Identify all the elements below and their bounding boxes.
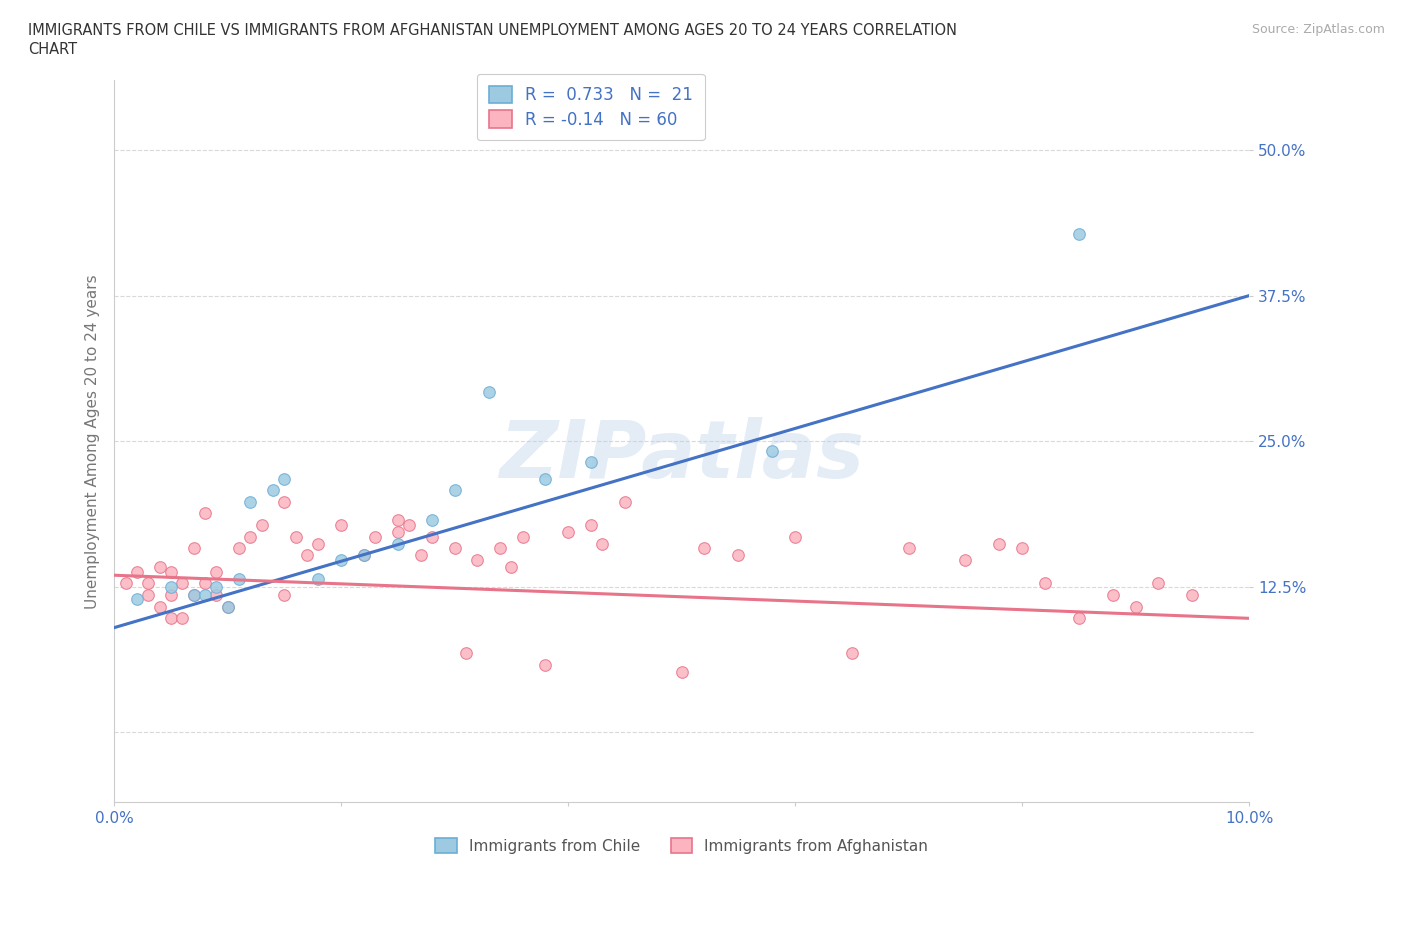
Point [205,588,228,603]
Point [387,537,409,551]
Point [534,658,557,672]
Point [1181,588,1204,603]
Point [467,552,489,567]
Point [364,529,387,544]
Point [387,513,409,528]
Point [183,588,205,603]
Point [1147,576,1170,591]
Point [1033,576,1056,591]
Point [136,588,159,603]
Point [250,518,273,533]
Point [398,518,420,533]
Point [988,537,1011,551]
Point [125,565,148,579]
Text: ZIPatlas: ZIPatlas [499,417,865,495]
Point [420,513,443,528]
Point [1011,541,1033,556]
Text: Source: ZipAtlas.com: Source: ZipAtlas.com [1251,23,1385,36]
Point [501,560,523,575]
Point [194,588,217,603]
Point [205,579,228,594]
Point [591,537,613,551]
Point [785,529,807,544]
Point [228,541,250,556]
Point [273,472,295,486]
Point [330,552,353,567]
Point [149,560,172,575]
Point [841,645,863,660]
Point [613,495,636,510]
Point [217,599,239,614]
Point [308,571,330,586]
Point [149,599,172,614]
Point [172,611,194,626]
Point [239,495,262,510]
Point [353,548,375,563]
Point [557,525,579,539]
Point [727,548,749,563]
Point [308,537,330,551]
Point [273,588,295,603]
Point [239,529,262,544]
Point [693,541,716,556]
Point [955,552,977,567]
Point [273,495,295,510]
Y-axis label: Unemployment Among Ages 20 to 24 years: Unemployment Among Ages 20 to 24 years [86,274,100,608]
Point [330,518,353,533]
Point [761,443,783,458]
Point [228,571,250,586]
Point [217,599,239,614]
Point [512,529,534,544]
Point [284,529,307,544]
Point [579,455,602,470]
Point [387,525,409,539]
Point [478,385,501,400]
Point [262,483,284,498]
Point [205,565,228,579]
Point [353,548,375,563]
Point [160,579,183,594]
Point [160,565,183,579]
Point [183,588,205,603]
Point [183,541,205,556]
Point [1067,611,1090,626]
Text: CHART: CHART [28,42,77,57]
Point [897,541,920,556]
Point [114,576,136,591]
Point [454,645,477,660]
Point [1125,599,1147,614]
Point [671,664,693,679]
Legend: Immigrants from Chile, Immigrants from Afghanistan: Immigrants from Chile, Immigrants from A… [429,831,934,859]
Point [136,576,159,591]
Point [160,611,183,626]
Point [172,576,194,591]
Point [295,548,318,563]
Point [489,541,512,556]
Point [579,518,602,533]
Point [125,591,148,606]
Point [443,541,465,556]
Text: IMMIGRANTS FROM CHILE VS IMMIGRANTS FROM AFGHANISTAN UNEMPLOYMENT AMONG AGES 20 : IMMIGRANTS FROM CHILE VS IMMIGRANTS FROM… [28,23,957,38]
Point [194,506,217,521]
Point [1067,226,1090,241]
Point [409,548,432,563]
Point [534,472,557,486]
Point [194,576,217,591]
Point [443,483,465,498]
Point [420,529,443,544]
Point [1102,588,1125,603]
Point [160,588,183,603]
